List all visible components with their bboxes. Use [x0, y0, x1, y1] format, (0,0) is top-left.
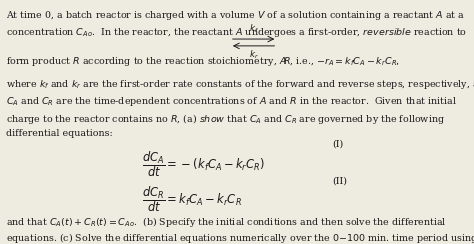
Text: concentration $C_{Ao}$.  In the reactor, the reactant $A$ undergoes a first-orde: concentration $C_{Ao}$. In the reactor, … — [6, 26, 467, 39]
Text: $\dfrac{dC_R}{dt}=k_fC_A-k_rC_R$: $\dfrac{dC_R}{dt}=k_fC_A-k_rC_R$ — [142, 184, 242, 214]
Text: (II): (II) — [332, 177, 347, 186]
Text: $\dfrac{dC_A}{dt}=-(k_fC_A-k_rC_R)$: $\dfrac{dC_A}{dt}=-(k_fC_A-k_rC_R)$ — [142, 149, 265, 179]
Text: differential equations:: differential equations: — [6, 129, 112, 138]
Text: $R$, i.e., $-r_A=k_fC_A-k_rC_R,$: $R$, i.e., $-r_A=k_fC_A-k_rC_R,$ — [283, 55, 401, 67]
Text: where $k_f$ and $k_r$ are the first-order rate constants of the forward and reve: where $k_f$ and $k_r$ are the first-orde… — [6, 78, 474, 91]
Text: At time 0, a batch reactor is charged with a volume $V$ of a solution containing: At time 0, a batch reactor is charged wi… — [6, 9, 465, 21]
Text: equations. (c) Solve the differential equations numerically over the $0{-}100$ m: equations. (c) Solve the differential eq… — [6, 231, 474, 244]
Text: form product $R$ according to the reaction stoichiometry, $A$: form product $R$ according to the reacti… — [6, 55, 287, 68]
Text: $k_r$: $k_r$ — [249, 49, 258, 61]
Text: charge to the reactor contains no $R$, (a) $\mathit{show}$ that $C_A$ and $C_R$ : charge to the reactor contains no $R$, (… — [6, 112, 445, 126]
Text: $C_A$ and $C_R$ are the time-dependent concentrations of $A$ and $R$ in the reac: $C_A$ and $C_R$ are the time-dependent c… — [6, 95, 457, 108]
Text: and that $C_A(t)+C_R(t)=C_{Ao}$.  (b) Specify the initial conditions and then so: and that $C_A(t)+C_R(t)=C_{Ao}$. (b) Spe… — [6, 215, 447, 229]
Text: $k_f$: $k_f$ — [248, 23, 259, 35]
Text: (I): (I) — [332, 139, 343, 148]
